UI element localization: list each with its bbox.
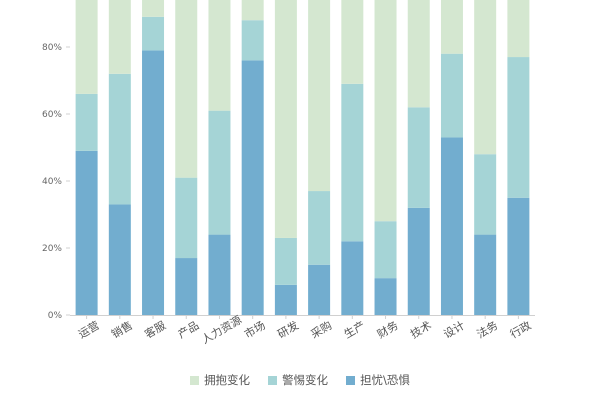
- legend-item[interactable]: 担忧\恐惧: [346, 372, 410, 388]
- x-category-label: 法务: [474, 318, 500, 341]
- bar-segment: [474, 234, 497, 315]
- bar-segment: [208, 0, 231, 111]
- bar-segment: [440, 137, 463, 315]
- x-category-label: 生产: [341, 318, 367, 341]
- bar-segment: [241, 0, 264, 21]
- bar-segment: [474, 0, 497, 155]
- x-category-label: 客服: [142, 318, 168, 341]
- bar-segment: [341, 241, 364, 315]
- x-category-label: 市场: [242, 318, 268, 341]
- bar-segment: [308, 264, 331, 315]
- x-category-label: 人力资源: [199, 312, 244, 346]
- x-category-label: 运营: [76, 318, 102, 341]
- legend-swatch: [190, 375, 200, 385]
- bar-segment: [274, 0, 297, 238]
- bar-segment: [308, 191, 331, 265]
- bar-segment: [374, 278, 397, 315]
- bar-segment: [507, 0, 530, 58]
- bar-segment: [108, 0, 131, 74]
- y-tick-label: 0%: [48, 311, 63, 321]
- bar-segment: [175, 0, 198, 178]
- legend-label: 拥抱变化: [204, 373, 251, 387]
- bar-segment: [108, 204, 131, 315]
- x-category-label: 技术: [408, 319, 434, 341]
- legend-swatch: [346, 375, 356, 385]
- legend-label: 担忧\恐惧: [360, 373, 410, 387]
- bar-segment: [507, 197, 530, 315]
- x-category-label: 设计: [441, 319, 467, 341]
- x-category-label: 产品: [175, 318, 201, 341]
- y-tick-label: 40%: [42, 177, 62, 187]
- bar-segment: [507, 57, 530, 198]
- bar-segment: [474, 154, 497, 235]
- y-tick-label: 60%: [42, 110, 62, 120]
- x-category-label: 财务: [375, 318, 401, 341]
- bar-segment: [175, 177, 198, 259]
- bar-segment: [208, 234, 231, 315]
- bar-segment: [241, 20, 264, 61]
- x-category-label: 研发: [275, 318, 301, 341]
- bar-segment: [75, 0, 98, 94]
- legend-label: 警惕变化: [282, 373, 329, 387]
- y-tick-label: 80%: [42, 43, 62, 53]
- legend-swatch: [268, 375, 278, 385]
- bar-segment: [440, 53, 463, 138]
- x-category-label: 采购: [308, 318, 334, 341]
- bar-segment: [274, 237, 297, 285]
- y-tick-label: 20%: [42, 244, 62, 254]
- bar-segment: [142, 16, 165, 51]
- bar-segment: [142, 0, 165, 17]
- bar-segment: [341, 0, 364, 84]
- bar-segment: [440, 0, 463, 54]
- bar-segment: [75, 150, 98, 315]
- bar-segment: [175, 258, 198, 315]
- bar-segment: [108, 73, 131, 205]
- bar-segment: [341, 83, 364, 242]
- bar-segment: [407, 207, 430, 315]
- bar-segment: [241, 60, 264, 316]
- bar-segment: [374, 0, 397, 222]
- bar-segment: [75, 93, 98, 151]
- bar-segment: [407, 107, 430, 208]
- bar-segment: [274, 284, 297, 315]
- bar-segment: [374, 221, 397, 279]
- bar-segment: [142, 50, 165, 315]
- x-category-label: 销售: [109, 318, 135, 341]
- chart-legend: 拥抱变化 警惕变化 担忧\恐惧: [0, 372, 600, 388]
- bar-segment: [208, 110, 231, 235]
- x-category-label: 行政: [507, 318, 533, 341]
- legend-item[interactable]: 拥抱变化: [190, 372, 250, 388]
- bar-segment: [308, 0, 331, 192]
- legend-item[interactable]: 警惕变化: [268, 372, 328, 388]
- bar-segment: [407, 0, 430, 108]
